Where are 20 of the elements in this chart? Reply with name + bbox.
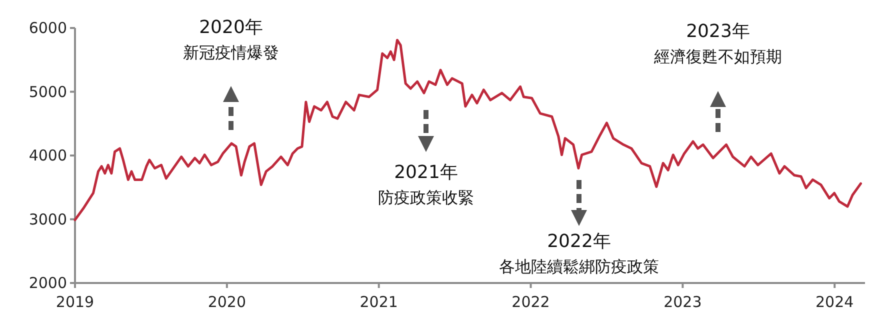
annotation: 2021年 — [394, 162, 458, 183]
line-series — [74, 38, 862, 222]
y-tick-label: 2000 — [28, 274, 67, 292]
y-tick-label: 4000 — [28, 146, 67, 164]
x-tick-label: 2020 — [208, 293, 246, 311]
annotation: 經濟復甦不如預期 — [653, 47, 782, 66]
y-tick-label: 5000 — [28, 82, 67, 101]
annotation: 防疫政策收緊 — [378, 188, 474, 207]
x-tick-label: 2021 — [360, 293, 398, 311]
y-tick-label: 6000 — [28, 19, 67, 37]
annotation: 2023年 — [686, 21, 750, 42]
x-tick-label: 2024 — [816, 293, 854, 311]
x-tick-label: 2022 — [512, 293, 550, 311]
annotation: 新冠疫情爆發 — [183, 43, 279, 62]
annotation: 2020年 — [199, 17, 263, 38]
x-tick-label: 2023 — [664, 293, 702, 311]
annotation: 各地陸續鬆綁防疫政策 — [499, 257, 659, 276]
y-tick-label: 3000 — [28, 210, 67, 228]
x-tick-label: 2019 — [56, 293, 94, 311]
annotation: 2022年 — [547, 231, 611, 252]
